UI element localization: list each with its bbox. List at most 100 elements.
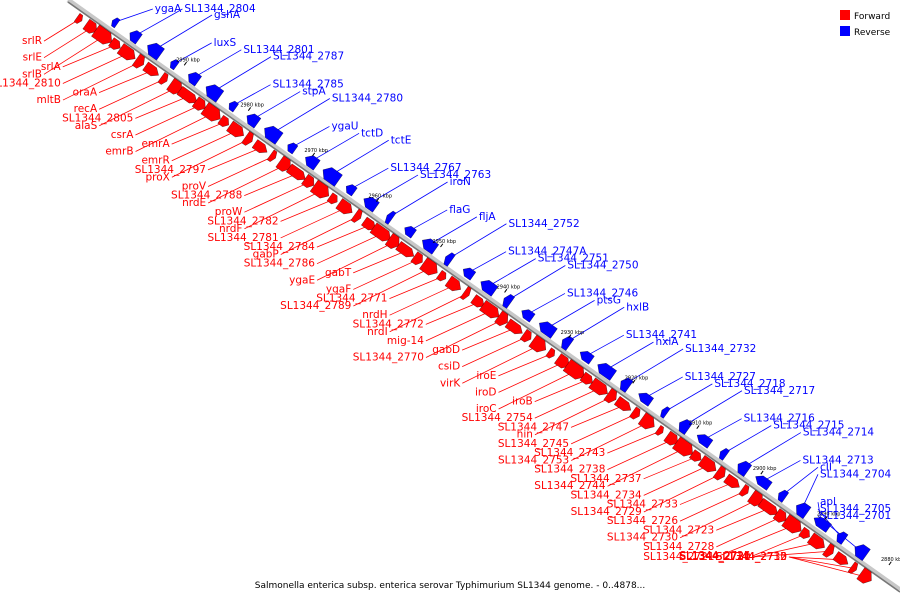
reverse-gene-arrow: [579, 351, 595, 365]
forward-gene-label: SL1344_2737: [570, 473, 641, 485]
forward-gene-label: SL1344_2730: [607, 532, 678, 544]
forward-gene-label: iroE: [476, 370, 496, 382]
forward-gene-label: SL1344_2731: [680, 551, 751, 563]
forward-leader: [316, 224, 371, 248]
forward-gene-arrow: [131, 53, 145, 69]
kbp-tick: [696, 425, 700, 430]
reverse-leader: [232, 84, 271, 107]
forward-gene-arrow: [613, 396, 632, 411]
forward-gene-label: emrA: [141, 138, 170, 150]
forward-gene-label: recA: [74, 103, 98, 115]
legend: Forward Reverse: [840, 10, 891, 38]
forward-leader: [280, 216, 358, 255]
forward-gene-arrow: [176, 85, 198, 104]
reverse-gene-label: ptsG: [597, 294, 621, 306]
forward-gene-arrow: [82, 18, 97, 34]
forward-leader: [171, 138, 250, 178]
forward-gene-arrow: [723, 473, 740, 488]
reverse-gene-label: SL1344_2732: [685, 343, 756, 355]
reverse-gene-label: ygaA: [155, 3, 182, 15]
forward-leader: [62, 61, 141, 101]
reverse-gene-label: SL1344_2716: [744, 413, 816, 425]
reverse-gene-label: SL1344_2704: [820, 468, 892, 480]
forward-gene-label: gabD: [432, 344, 460, 356]
reverse-gene-label: SL1344_2801: [243, 44, 314, 56]
forward-leader: [607, 430, 661, 454]
forward-gene-arrow: [781, 514, 802, 534]
forward-gene-arrow: [241, 131, 254, 146]
forward-gene-arrow: [772, 508, 787, 523]
forward-gene-arrow: [410, 251, 423, 266]
forward-gene-label: virK: [440, 377, 461, 389]
forward-gene-arrow: [637, 412, 655, 430]
forward-gene-arrow: [847, 561, 859, 574]
reverse-leader: [428, 216, 478, 246]
forward-gene-label: csiD: [438, 361, 460, 373]
reverse-leader: [742, 432, 802, 468]
forward-leader: [135, 96, 189, 119]
forward-gene-arrow: [309, 179, 329, 199]
reverse-leader: [566, 306, 625, 343]
reverse-gene-label: SL1344_2767: [390, 162, 461, 174]
forward-gene-label: ygaE: [289, 274, 315, 286]
forward-leader: [788, 556, 867, 578]
forward-gene-arrow: [712, 465, 726, 481]
forward-gene-arrow: [166, 77, 183, 95]
reverse-gene-arrow: [346, 184, 358, 197]
reverse-leader: [467, 251, 507, 274]
forward-gene-arrow: [226, 120, 244, 138]
forward-leader: [244, 181, 310, 213]
kbp-tick-label: 2960 kbp: [368, 194, 392, 200]
reverse-leader: [507, 265, 566, 301]
reverse-gene-arrow: [422, 238, 440, 255]
reverse-gene-label: SL1344_2714: [803, 427, 875, 439]
forward-gene-label: SL1344_2805: [62, 112, 133, 124]
forward-gene-label: emrR: [141, 155, 169, 167]
forward-gene-label: srlA: [41, 61, 62, 73]
forward-gene-arrow: [688, 449, 702, 462]
reverse-gene-label: SL1344_2787: [273, 51, 344, 63]
forward-leader: [752, 533, 806, 557]
forward-gene-label: oraA: [73, 87, 98, 99]
forward-leader: [788, 556, 855, 569]
kbp-tick: [311, 152, 316, 157]
forward-leader: [462, 344, 540, 384]
forward-gene-arrow: [697, 455, 717, 473]
reverse-gene-label: iroN: [450, 176, 471, 188]
forward-gene-label: SL1344_2720: [679, 551, 750, 563]
forward-gene-label: SL1344_2745: [498, 438, 569, 450]
reverse-gene-label: SL1344_2701: [820, 510, 891, 522]
reverse-gene-label: SL1344_2763: [420, 169, 491, 181]
forward-gene-label: SL1344_2810: [0, 77, 61, 89]
reverse-gene-label: SL1344_2746: [567, 287, 639, 299]
reverse-gene-arrow: [660, 406, 671, 419]
forward-gene-label: nrdI: [367, 326, 388, 338]
forward-gene-arrow: [191, 96, 206, 111]
forward-leader: [207, 156, 274, 187]
reverse-gene-label: ygaU: [331, 120, 358, 132]
forward-gene-arrow: [822, 542, 835, 558]
forward-gene-arrow: [335, 198, 353, 215]
genome-axis: [66, 0, 900, 593]
reverse-gene-arrow: [854, 544, 871, 562]
forward-gene-arrow: [856, 567, 872, 584]
forward-leader: [43, 18, 80, 42]
forward-leader: [99, 87, 177, 127]
forward-gene-label: iroD: [475, 386, 497, 398]
reverse-gene-arrow: [620, 377, 634, 393]
forward-gene-label: SL1344_2771: [316, 293, 387, 305]
kbp-tick-label: 2940 kbp: [497, 284, 521, 290]
reverse-gene-arrow: [205, 84, 225, 103]
forward-gene-label: hin: [517, 429, 533, 441]
forward-leader: [353, 267, 431, 307]
reverse-leader: [605, 341, 654, 371]
axis-line: [66, 0, 900, 593]
reverse-leader: [723, 425, 772, 454]
reverse-gene-label: SL1344_2750: [567, 260, 638, 272]
reverse-leader: [389, 181, 448, 218]
forward-leader: [62, 53, 129, 84]
forward-gene-arrow: [73, 13, 83, 24]
forward-gene-label: SL1344_2725: [679, 550, 750, 562]
forward-leader: [316, 241, 395, 281]
